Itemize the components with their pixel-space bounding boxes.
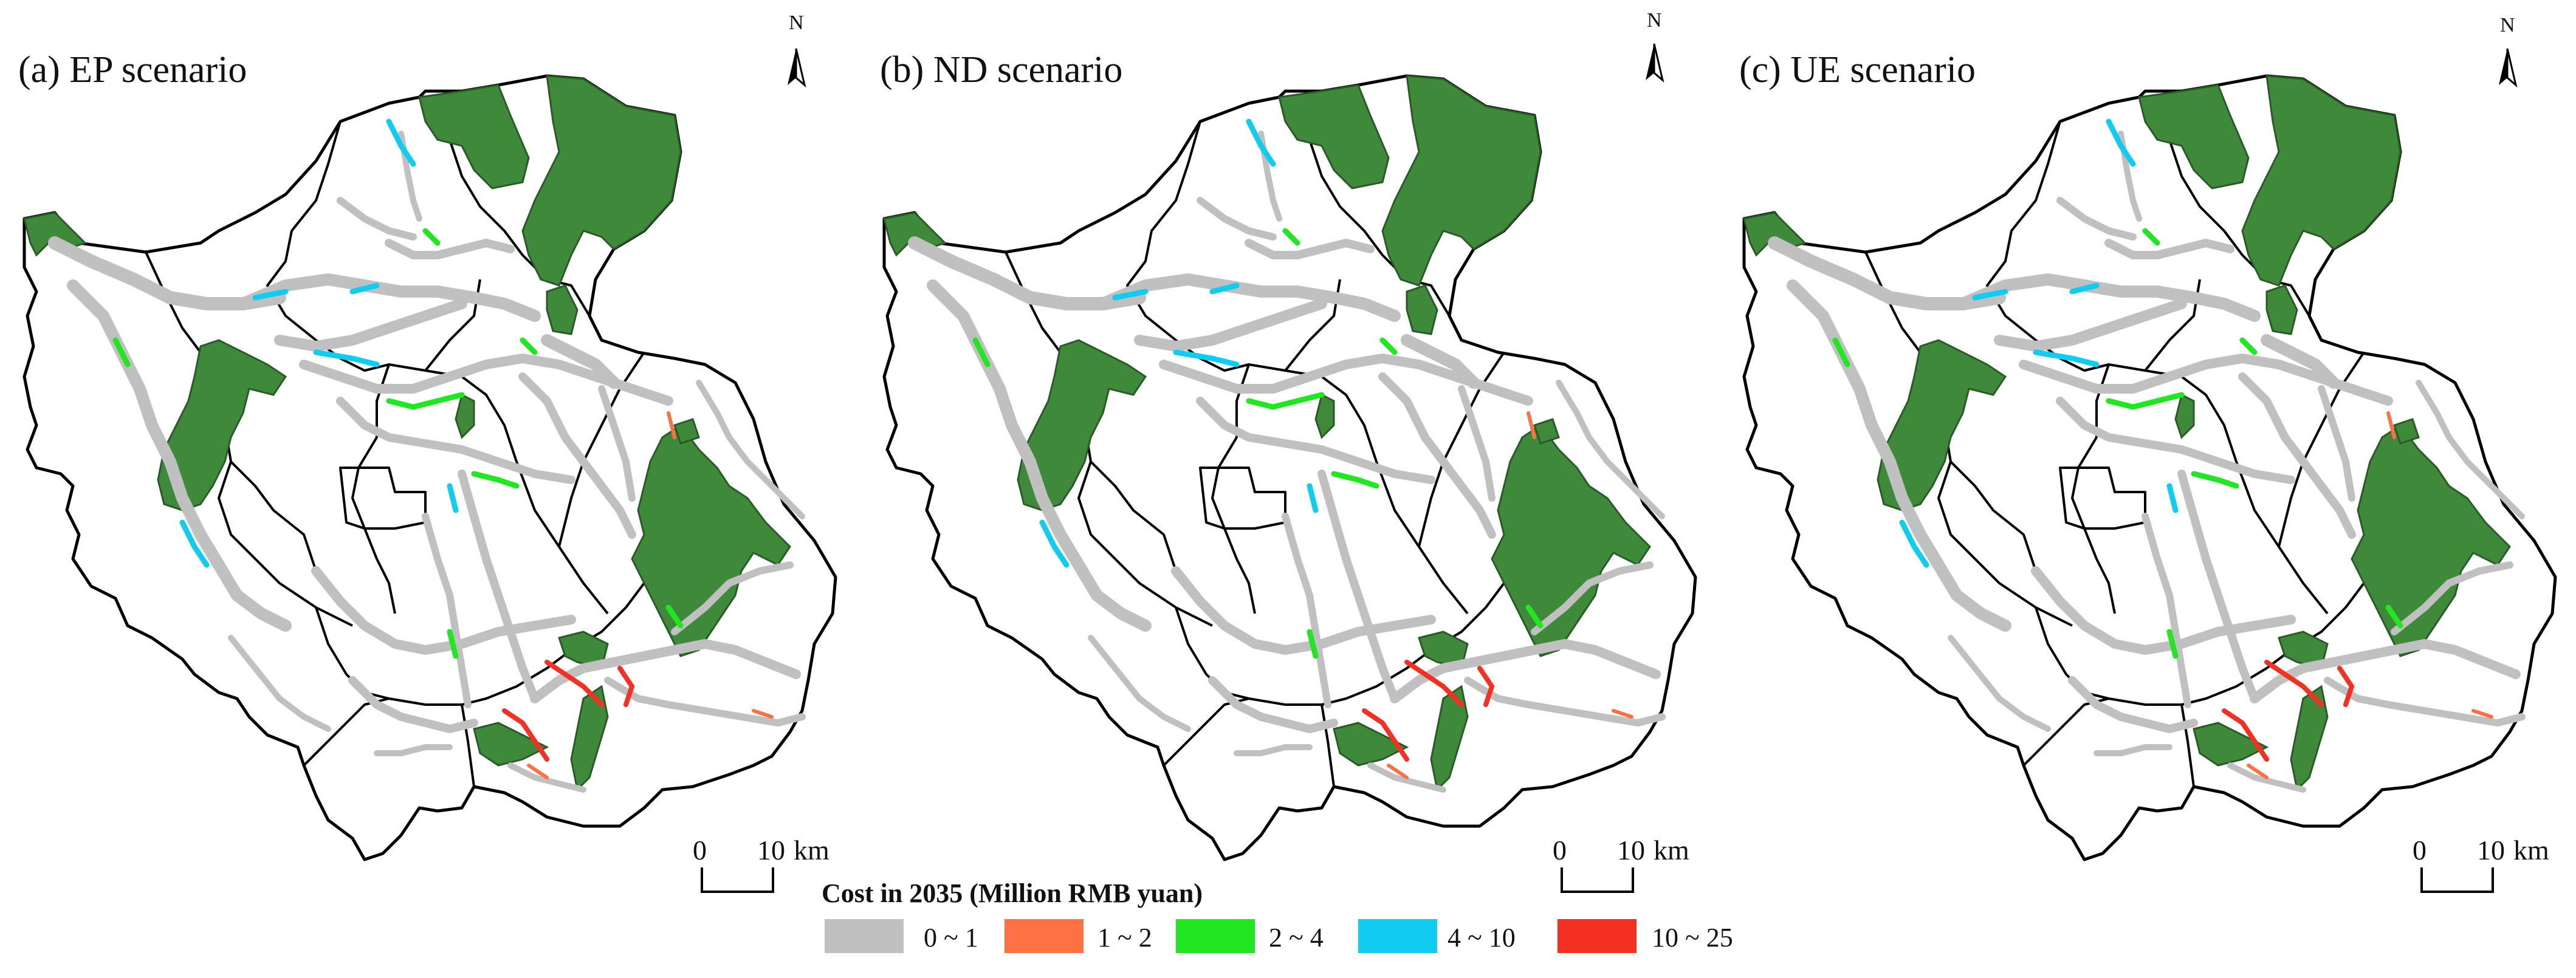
legend-swatch [1558,919,1637,953]
legend-label: 10 ~ 25 [1652,923,1733,952]
scale-ten: 10 [2477,835,2505,866]
legend-item: 4 ~ 10 [1358,919,1516,953]
panel-title: (b) ND scenario [880,49,1122,91]
legend-item: 1 ~ 2 [1005,919,1152,953]
legend-label: 0 ~ 1 [924,923,978,952]
legend-title: Cost in 2035 (Million RMB yuan) [822,878,1203,908]
panel-c: (c) UE scenario N 0 10 km [1739,14,2555,893]
north-label: N [2500,14,2515,36]
scale-unit: km [2513,835,2549,866]
scale-unit: km [1654,835,1689,866]
panel-title: (c) UE scenario [1739,49,1976,91]
north-arrow [786,47,806,86]
panel-b: (b) ND scenario N 0 10 km [880,9,1695,893]
scale-bar: 0 10 km [693,835,829,893]
legend-item: 0 ~ 1 [825,919,978,953]
scale-zero: 0 [693,835,707,866]
map-panel-b [884,76,1695,860]
legend-swatch [1005,919,1084,953]
scale-ten: 10 [1617,835,1645,866]
scale-bar: 0 10 km [1553,835,1689,893]
legend-swatch [1358,919,1437,953]
north-arrow [2498,47,2517,86]
panel-a: (a) EP scenario N 0 10 km [18,12,836,893]
legend-label: 4 ~ 10 [1448,923,1516,952]
legend-label: 2 ~ 4 [1269,923,1324,952]
north-label: N [1647,9,1662,32]
legend-swatch [825,919,904,953]
north-arrow [1644,43,1664,81]
north-label: N [789,12,804,34]
map-panel-c [1744,76,2555,860]
scale-unit: km [794,835,829,866]
legend-item: 2 ~ 4 [1176,919,1324,953]
map-panel-a [24,76,836,860]
scale-zero: 0 [2413,835,2427,866]
scale-bar: 0 10 km [2413,835,2549,893]
legend: Cost in 2035 (Million RMB yuan) 0 ~ 1 1 … [822,878,1733,953]
panel-title: (a) EP scenario [18,49,247,91]
scale-zero: 0 [1553,835,1567,866]
legend-label: 1 ~ 2 [1097,923,1152,952]
scale-ten: 10 [757,835,785,866]
legend-swatch [1176,919,1255,953]
legend-item: 10 ~ 25 [1558,919,1733,953]
